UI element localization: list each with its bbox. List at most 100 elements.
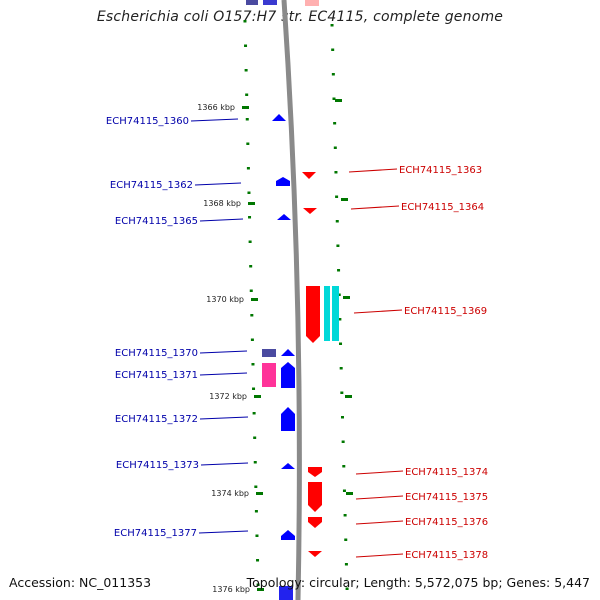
gene-block-separator xyxy=(330,286,332,341)
tick-mark-right xyxy=(340,416,344,419)
tick-mark-left xyxy=(252,412,256,415)
tick-mark-right xyxy=(344,538,348,541)
tick-mark-right xyxy=(337,269,341,272)
leader-line-right xyxy=(355,470,404,475)
ruler-label: 1366 kbp xyxy=(197,103,235,112)
ruler-major-tick-right xyxy=(346,492,353,495)
tick-mark-right xyxy=(341,440,345,443)
tick-mark-left xyxy=(253,461,257,464)
gene-arrow-1376 xyxy=(308,517,322,528)
leader-line-right xyxy=(348,168,398,173)
gene-block-1371 xyxy=(262,363,276,387)
gene-arrow-1372 xyxy=(281,407,295,431)
ruler-major-tick xyxy=(251,298,258,301)
tick-mark-left xyxy=(254,510,258,513)
gene-block-bottom-blue xyxy=(279,586,293,600)
gene-block-top-slate xyxy=(246,0,258,5)
tick-mark-left xyxy=(244,44,248,47)
tick-mark-left xyxy=(243,20,247,23)
genome-backbone xyxy=(281,0,302,600)
leader-line-left xyxy=(199,350,248,354)
leader-line-right xyxy=(355,495,404,500)
gene-label-right: ECH74115_1375 xyxy=(405,492,488,503)
tick-marks xyxy=(243,20,349,590)
gene-arrow-1373 xyxy=(281,463,295,469)
gene-arrow-1370b xyxy=(281,349,295,356)
tick-mark-left xyxy=(245,93,249,96)
tick-mark-right xyxy=(335,195,339,198)
leader-line-right xyxy=(355,520,404,525)
ruler-major-tick-right xyxy=(343,296,350,299)
ruler-major-tick xyxy=(257,588,264,591)
gene-label-right: ECH74115_1364 xyxy=(401,202,484,213)
gene-arrow-1365 xyxy=(277,214,291,220)
tick-mark-right xyxy=(337,293,341,296)
leader-line-left xyxy=(199,416,249,420)
leader-line-right xyxy=(350,205,400,210)
gene-label-left: ECH74115_1360 xyxy=(106,116,189,127)
tick-mark-left xyxy=(253,436,257,439)
ruler-label: 1370 kbp xyxy=(206,295,244,304)
tick-mark-right xyxy=(338,318,342,321)
tick-mark-left xyxy=(255,534,259,537)
tick-mark-left xyxy=(250,314,254,317)
gene-label-left: ECH74115_1372 xyxy=(115,414,198,425)
gene-label-left: ECH74115_1365 xyxy=(115,216,198,227)
tick-mark-left xyxy=(249,289,253,292)
gene-arrow-1378 xyxy=(308,551,322,557)
gene-label-left: ECH74115_1373 xyxy=(116,460,199,471)
accession-text: Accession: NC_011353 xyxy=(9,575,152,590)
tick-mark-right xyxy=(333,146,337,149)
gene-arrow-1364 xyxy=(303,208,317,214)
tick-mark-left xyxy=(249,265,253,268)
tick-mark-left xyxy=(248,240,252,243)
ruler-major-tick xyxy=(254,395,261,398)
genome-title: Escherichia coli O157:H7 str. EC4115, co… xyxy=(96,9,504,25)
ruler-label: 1374 kbp xyxy=(211,489,249,498)
leader-line-left xyxy=(190,118,239,122)
tick-mark-right xyxy=(345,587,349,590)
tick-mark-left xyxy=(256,583,260,586)
leader-line-left xyxy=(200,462,249,466)
tick-mark-right xyxy=(342,489,346,492)
tick-mark-left xyxy=(245,118,249,121)
tick-mark-left xyxy=(246,167,250,170)
right-gene-labels: ECH74115_1363 ECH74115_1364 ECH74115_1369 E… xyxy=(348,165,488,561)
gene-block-top-pink xyxy=(305,0,319,6)
leader-line-right xyxy=(355,553,404,558)
tick-mark-left xyxy=(247,191,251,194)
gene-block-1370 xyxy=(262,349,276,357)
genome-summary-text: Topology: circular; Length: 5,572,075 bp… xyxy=(246,575,590,590)
left-gene-labels: ECH74115_1360 ECH74115_1362 ECH74115_1365 E… xyxy=(106,116,249,539)
ruler-major-tick-right xyxy=(341,198,348,201)
ruler-major-tick-right xyxy=(335,99,342,102)
tick-mark-right xyxy=(332,97,336,100)
leader-line-right xyxy=(353,309,403,314)
tick-mark-left xyxy=(251,363,255,366)
kbp-ruler: 1366 kbp 1368 kbp 1370 kbp 1372 kbp 1374 kbp… xyxy=(197,99,353,594)
tick-mark-right xyxy=(334,171,338,174)
tick-mark-right xyxy=(333,122,337,125)
gene-block-top-blue xyxy=(263,0,277,5)
gene-label-left: ECH74115_1377 xyxy=(114,528,197,539)
gene-label-right: ECH74115_1363 xyxy=(399,165,482,176)
gene-label-right: ECH74115_1376 xyxy=(405,517,488,528)
leader-line-left xyxy=(199,218,244,222)
tick-mark-right xyxy=(342,465,346,468)
tick-mark-right xyxy=(335,220,339,223)
leader-line-left xyxy=(198,530,249,534)
tick-mark-left xyxy=(246,142,250,145)
tick-mark-right xyxy=(339,342,343,345)
gene-arrow-1362 xyxy=(276,177,290,186)
ruler-label: 1376 kbp xyxy=(212,585,250,594)
gene-arrow-1360 xyxy=(272,114,286,121)
tick-mark-right xyxy=(331,73,335,76)
tick-mark-left xyxy=(244,69,248,72)
tick-mark-left xyxy=(250,338,254,341)
ruler-major-tick-right xyxy=(345,395,352,398)
ruler-major-tick xyxy=(242,106,249,109)
gene-label-right: ECH74115_1369 xyxy=(404,306,487,317)
tick-mark-right xyxy=(331,48,335,51)
gene-arrow-1377 xyxy=(281,530,295,540)
